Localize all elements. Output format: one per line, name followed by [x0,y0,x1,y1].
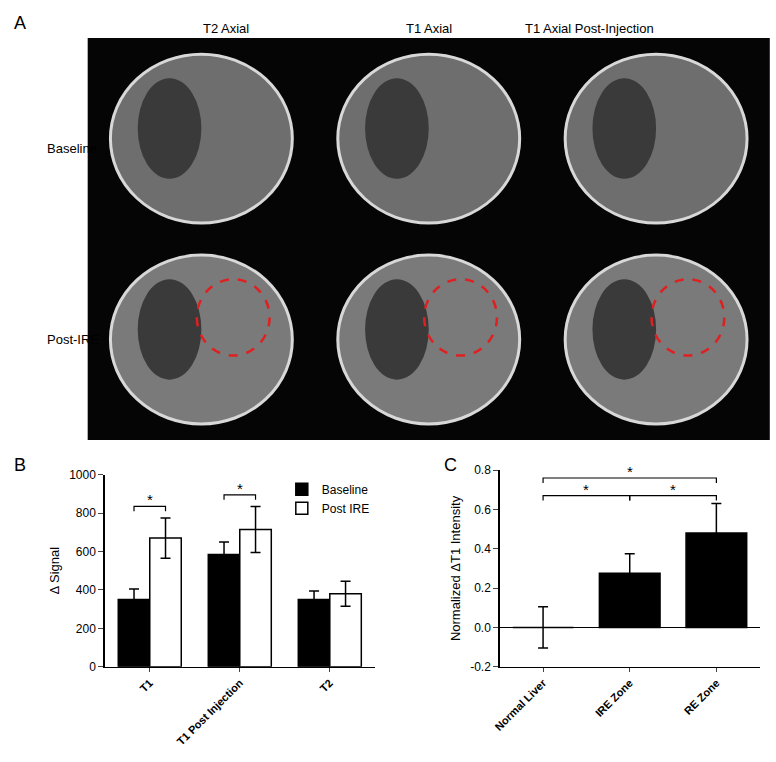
svg-text:T1 Post Injection: T1 Post Injection [174,677,245,748]
svg-text:RE Zone: RE Zone [682,677,722,717]
svg-text:T1: T1 [138,677,156,695]
svg-text:Post IRE: Post IRE [322,502,369,516]
svg-text:T1 Axial Post-Injection: T1 Axial Post-Injection [525,21,654,36]
svg-text:Baseline: Baseline [322,483,368,497]
svg-text:200: 200 [76,622,96,636]
svg-text:*: * [147,491,153,508]
svg-text:B: B [14,455,26,475]
svg-text:C: C [444,455,457,475]
svg-text:*: * [237,480,243,497]
svg-text:T2: T2 [318,677,336,695]
svg-text:A: A [14,13,26,33]
svg-text:Normal Liver: Normal Liver [492,676,549,733]
svg-text:Post-IRE: Post-IRE [47,332,99,347]
svg-text:*: * [583,481,589,498]
svg-text:400: 400 [76,583,96,597]
svg-text:1000: 1000 [69,468,96,482]
svg-text:800: 800 [76,506,96,520]
svg-text:0.2: 0.2 [474,581,491,595]
svg-text:Baseline: Baseline [47,141,97,156]
svg-text:0.0: 0.0 [474,621,491,635]
svg-text:T2 Axial: T2 Axial [203,21,249,36]
svg-text:-0.2: -0.2 [470,660,491,674]
svg-text:IRE Zone: IRE Zone [593,677,635,719]
svg-text:Δ Signal: Δ Signal [47,547,62,595]
svg-text:T1 Axial: T1 Axial [406,21,452,36]
svg-text:Normalized ΔT1 Intensity: Normalized ΔT1 Intensity [448,495,463,641]
svg-text:*: * [670,481,676,498]
svg-text:*: * [627,463,633,480]
svg-text:0.4: 0.4 [474,542,491,556]
svg-text:0.6: 0.6 [474,503,491,517]
svg-text:0: 0 [89,660,96,674]
svg-text:0.8: 0.8 [474,463,491,477]
svg-text:600: 600 [76,545,96,559]
